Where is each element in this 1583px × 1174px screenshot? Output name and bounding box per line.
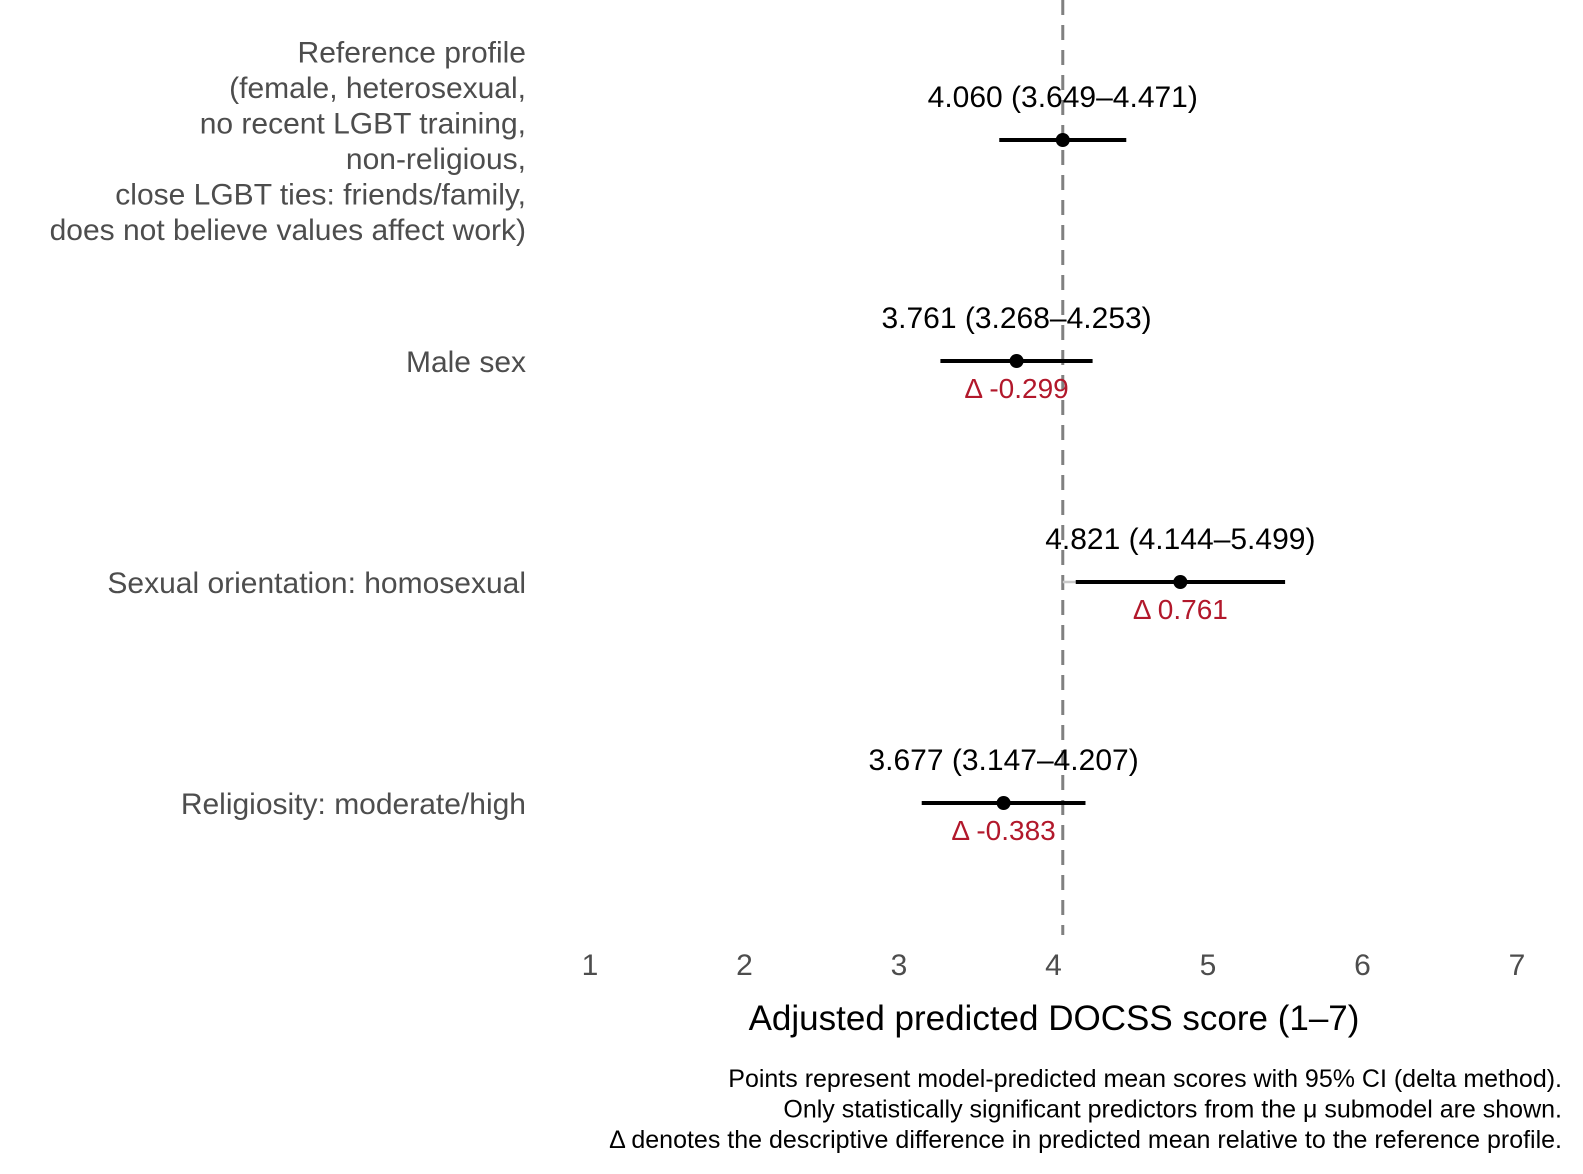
estimate-point [1009, 354, 1024, 368]
y-axis-label-line: no recent LGBT training, [200, 107, 526, 140]
x-tick-label: 2 [736, 949, 753, 982]
y-axis-label-line: Reference profile [298, 36, 526, 69]
delta-label: Δ -0.299 [964, 373, 1068, 404]
estimate-label: 4.060 (3.649–4.471) [928, 81, 1198, 114]
y-axis-label: Sexual orientation: homosexual [107, 567, 526, 600]
row-1: Male sex 3.761 (3.268–4.253) Δ -0.299 [406, 302, 1152, 404]
estimate-point [996, 796, 1011, 810]
figure-caption: Points represent model-predicted mean sc… [609, 1065, 1562, 1154]
caption-line: Points represent model-predicted mean sc… [728, 1065, 1562, 1093]
row-3: Religiosity: moderate/high 3.677 (3.147–4… [181, 744, 1139, 846]
y-axis-label-line: Sexual orientation: homosexual [107, 567, 526, 600]
estimate-label: 3.677 (3.147–4.207) [868, 744, 1138, 777]
x-tick-label: 6 [1354, 949, 1371, 982]
estimate-label: 3.761 (3.268–4.253) [881, 302, 1151, 335]
estimate-point [1055, 133, 1070, 147]
row-0: Reference profile (female, heterosexual, n… [50, 36, 1198, 247]
y-axis-label: Male sex [406, 346, 526, 379]
estimate-label: 4.821 (4.144–5.499) [1045, 523, 1315, 556]
rows-layer: Reference profile (female, heterosexual, n… [50, 36, 1316, 846]
delta-label: Δ 0.761 [1133, 594, 1228, 625]
caption-line: Only statistically significant predictor… [783, 1096, 1562, 1124]
x-tick-label: 1 [582, 949, 599, 982]
x-tick-label: 4 [1045, 949, 1062, 982]
y-axis-label-line: Religiosity: moderate/high [181, 788, 526, 821]
delta-label: Δ -0.383 [951, 815, 1055, 846]
caption-line: Δ denotes the descriptive difference in … [609, 1126, 1562, 1154]
y-axis-label: Religiosity: moderate/high [181, 788, 526, 821]
x-axis-title: Adjusted predicted DOCSS score (1–7) [749, 999, 1360, 1038]
x-axis: 1 2 3 4 5 6 7 [582, 949, 1526, 982]
y-axis-label-line: non-religious, [346, 143, 526, 176]
x-tick-label: 7 [1509, 949, 1526, 982]
row-2: Sexual orientation: homosexual 4.821 (4.1… [107, 523, 1315, 625]
x-tick-label: 3 [891, 949, 908, 982]
estimate-point [1173, 575, 1188, 589]
y-axis-label: Reference profile (female, heterosexual, n… [50, 36, 526, 247]
y-axis-label-line: does not believe values affect work) [50, 214, 526, 247]
x-tick-label: 5 [1200, 949, 1217, 982]
y-axis-label-line: Male sex [406, 346, 526, 379]
y-axis-label-line: (female, heterosexual, [229, 72, 526, 105]
y-axis-label-line: close LGBT ties: friends/family, [115, 178, 526, 211]
